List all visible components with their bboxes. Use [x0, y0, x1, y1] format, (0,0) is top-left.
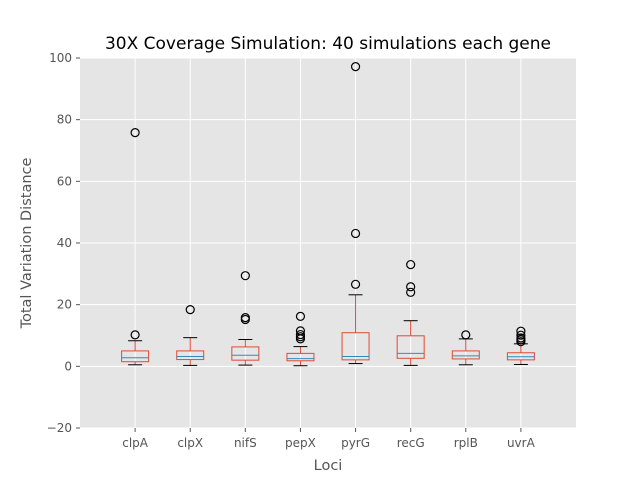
outlier-point [130, 330, 140, 340]
box-group-uvrA [506, 326, 535, 365]
box-group-clpX [176, 305, 205, 366]
box-group-rplB [451, 330, 480, 366]
x-tick-label: clpX [177, 436, 203, 450]
box-group-clpA [121, 128, 150, 366]
x-tick-label: pepX [285, 436, 316, 450]
outlier-point [240, 271, 250, 281]
x-tick-label: pyrG [341, 436, 370, 450]
outlier-point [461, 330, 471, 340]
y-tick-label: 80 [57, 113, 72, 127]
box [341, 332, 370, 361]
x-tick-label: uvrA [507, 436, 536, 450]
y-tick-label: −20 [47, 421, 72, 435]
outlier-point [295, 329, 306, 340]
x-tick-label: clpA [122, 436, 149, 450]
y-tick-label: 40 [57, 236, 72, 250]
grid-lines [80, 57, 576, 429]
outlier-point [295, 311, 306, 321]
box [286, 352, 315, 362]
y-axis-label: Total Variation Distance [19, 158, 35, 330]
x-tick-label: nifS [234, 436, 257, 450]
y-axis-ticks: −20 0 20 40 60 80 100 [47, 51, 80, 435]
box [231, 346, 260, 361]
outlier-point [406, 287, 416, 297]
outlier-point [406, 282, 416, 292]
box-group-nifS [231, 271, 260, 366]
x-axis-ticks: clpA clpX nifS pepX pyrG recG rplB uvrA [122, 428, 536, 450]
box [176, 350, 205, 361]
chart-title: 30X Coverage Simulation: 40 simulations … [105, 34, 551, 54]
box [396, 335, 425, 359]
x-tick-label: rplB [454, 436, 478, 450]
outlier-point [516, 330, 526, 340]
y-tick-label: 100 [49, 51, 72, 65]
y-tick-label: 60 [57, 174, 72, 188]
box-group-recG [396, 259, 425, 366]
outlier-point [406, 259, 416, 270]
outlier-point [295, 326, 306, 336]
y-tick-label: 0 [64, 359, 72, 373]
x-tick-label: recG [397, 436, 425, 450]
outlier-point [516, 326, 526, 336]
box [121, 350, 150, 363]
outlier-point [240, 313, 250, 323]
outlier-point [516, 333, 526, 343]
y-tick-label: 20 [57, 298, 72, 312]
outlier-point [350, 228, 361, 239]
outlier-point [185, 305, 195, 315]
outlier-point [350, 62, 361, 72]
box-group-pyrG [341, 62, 370, 365]
box [451, 350, 480, 360]
outlier-point [130, 128, 140, 138]
box-series [121, 62, 535, 367]
outlier-point [350, 279, 361, 289]
x-axis-label: Loci [314, 458, 343, 474]
box-group-pepX [286, 311, 315, 367]
